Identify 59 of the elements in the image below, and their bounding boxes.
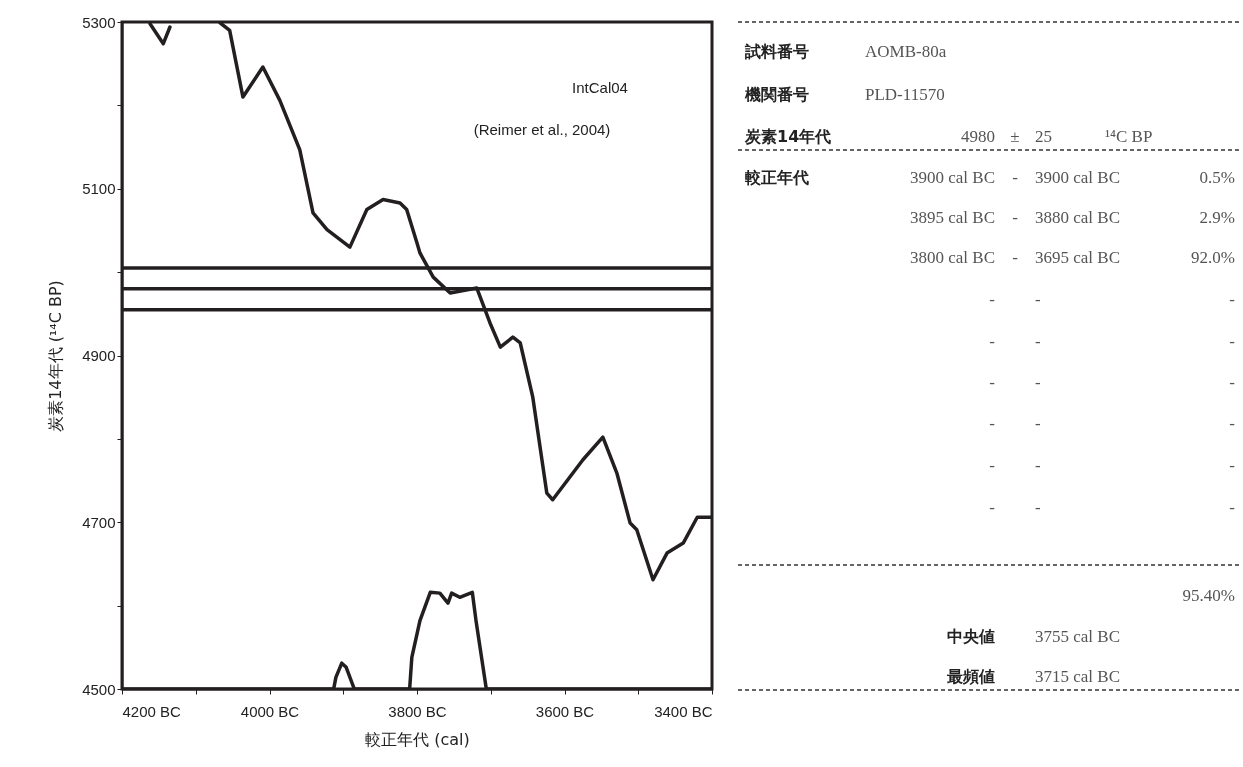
text: - <box>1035 373 1041 393</box>
text: 3755 cal BC <box>1035 627 1120 647</box>
text: 機関番号 <box>745 84 809 106</box>
text: - <box>1035 456 1041 476</box>
text: - <box>1229 290 1235 310</box>
text: - <box>1012 168 1018 188</box>
text: - <box>1229 332 1235 352</box>
text: 4980 <box>961 127 995 147</box>
text: - <box>989 373 995 393</box>
y-tick-label: 5100 <box>82 180 116 198</box>
y-tick-label: 5300 <box>82 13 116 31</box>
text: - <box>1229 498 1235 518</box>
text: - <box>989 414 995 434</box>
text: 3900 cal BC <box>1035 168 1120 188</box>
text: - <box>989 332 995 352</box>
text: - <box>1229 373 1235 393</box>
x-tick-label: 4200 BC <box>122 702 182 720</box>
x-tick-label: 4000 BC <box>240 702 300 720</box>
text: 較正年代 <box>745 167 809 189</box>
text: 95.40% <box>1182 586 1235 606</box>
text: 0.5% <box>1199 168 1235 188</box>
text: 3695 cal BC <box>1035 248 1120 268</box>
text: 最頻値 <box>947 666 995 688</box>
text: - <box>1012 208 1018 228</box>
text: - <box>1012 248 1018 268</box>
text: - <box>1229 456 1235 476</box>
text: ± <box>1010 127 1020 147</box>
x-tick-label: 3600 BC <box>535 702 595 720</box>
text: 炭素14年代 <box>745 126 832 148</box>
text: PLD-11570 <box>865 85 945 105</box>
y-axis-title: 炭素14年代 (¹⁴C BP) <box>46 280 66 432</box>
annotation: IntCal04 <box>572 79 628 96</box>
y-tick-label: 4900 <box>82 347 116 364</box>
text: 3895 cal BC <box>910 208 995 228</box>
text: - <box>1035 498 1041 518</box>
text: 3880 cal BC <box>1035 208 1120 228</box>
text: 92.0% <box>1191 248 1235 268</box>
text: - <box>989 456 995 476</box>
x-tick-label: 3400 BC <box>654 702 713 720</box>
text: - <box>1035 332 1041 352</box>
y-tick-label: 4700 <box>82 513 116 531</box>
x-axis-title: 較正年代 (cal) <box>365 729 470 749</box>
text: - <box>1035 290 1041 310</box>
y-tick-label: 4500 <box>82 680 116 698</box>
text: 試料番号 <box>745 41 809 63</box>
text: 3715 cal BC <box>1035 667 1120 687</box>
text: ¹⁴C BP <box>1105 127 1153 147</box>
text: AOMB-80a <box>865 42 947 62</box>
text: 25 <box>1035 127 1052 147</box>
text: - <box>989 498 995 518</box>
text: 2.9% <box>1199 208 1235 228</box>
annotation: (Reimer et al., 2004) <box>473 121 611 138</box>
text: 3900 cal BC <box>910 168 995 188</box>
text: 3800 cal BC <box>910 248 995 268</box>
x-tick-label: 3800 BC <box>388 702 447 720</box>
text: - <box>1229 414 1235 434</box>
text: 中央値 <box>947 626 995 648</box>
text: - <box>989 290 995 310</box>
text: - <box>1035 414 1041 434</box>
